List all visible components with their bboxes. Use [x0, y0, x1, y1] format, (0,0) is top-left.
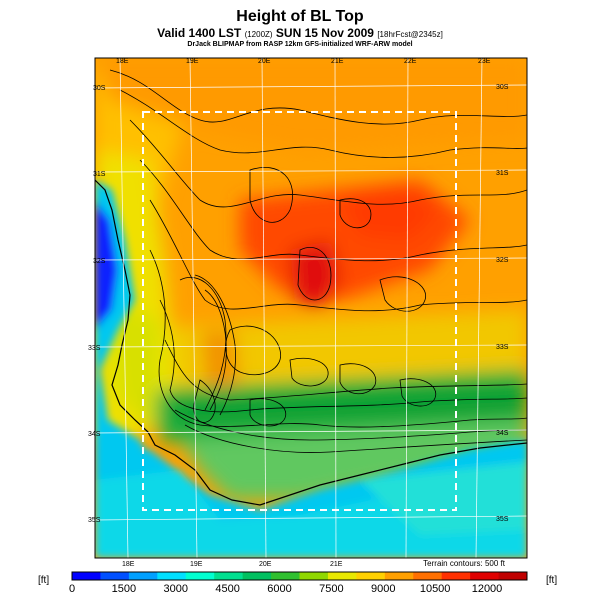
colorbar-tick-label: 9000 — [371, 583, 395, 595]
map-field — [95, 58, 527, 558]
terrain-contour-note: Terrain contours: 500 ft — [423, 559, 505, 568]
lat-label-right: 34S — [496, 430, 509, 437]
colorbar-swatch — [384, 572, 414, 580]
lat-label-left: 32S — [93, 258, 106, 265]
colorbar-swatches — [71, 571, 528, 581]
lat-labels-left: 30S 31S 32S 33S 34S 35S — [88, 85, 106, 524]
colorbar-swatch — [128, 572, 158, 580]
colorbar-swatch — [327, 572, 357, 580]
map-frame — [94, 57, 528, 559]
colorbar-swatch — [72, 572, 101, 580]
lon-label-bottom: 20E — [259, 561, 272, 568]
lon-label-top: 23E — [478, 58, 491, 65]
colorbar-swatch — [413, 572, 443, 580]
lon-label-top: 18E — [116, 58, 129, 65]
subtitle-valid: Valid 1400 LST — [157, 26, 242, 40]
unit-label-left: [ft] — [38, 575, 50, 586]
lat-labels-right: 30S 31S 32S 33S 34S 35S — [496, 84, 509, 523]
terrain-contours — [109, 69, 527, 453]
lat-label-left: 35S — [88, 517, 101, 524]
lat-label-left: 31S — [93, 171, 106, 178]
subtitle-date: SUN 15 Nov 2009 — [275, 26, 374, 40]
subtitle-forecast: [18hrFcst@2345z] — [377, 30, 443, 39]
lon-labels-top: 18E 19E 20E 21E 22E 23E — [116, 58, 491, 65]
colorbar-tick-label: 6000 — [267, 583, 291, 595]
lat-label-left: 30S — [93, 85, 106, 92]
colorbar-tick-label: 12000 — [472, 583, 503, 595]
colorbar-tick-label: 0 — [69, 583, 75, 595]
colorbar-frame — [71, 571, 528, 581]
map-title: Height of BL Top — [236, 8, 364, 25]
inner-domain-box — [142, 111, 457, 511]
colorbar-swatch — [157, 572, 187, 580]
lat-label-right: 30S — [496, 84, 509, 91]
lon-label-bottom: 18E — [122, 561, 135, 568]
lat-label-right: 31S — [496, 170, 509, 177]
lon-label-top: 22E — [404, 58, 417, 65]
colorbar-swatch — [100, 572, 130, 580]
colorbar-tick-label: 4500 — [215, 583, 239, 595]
colorbar-swatch — [214, 572, 244, 580]
lat-label-left: 34S — [88, 431, 101, 438]
lat-label-left: 33S — [88, 345, 101, 352]
colorbar-swatch — [498, 572, 528, 580]
lon-label-top: 19E — [186, 58, 199, 65]
subtitle-utc: (1200Z) — [244, 30, 273, 39]
unit-label-right: [ft] — [546, 575, 558, 586]
colorbar-swatch — [242, 572, 272, 580]
map-subtitle: Valid 1400 LST (1200Z) SUN 15 Nov 2009 [… — [0, 26, 600, 40]
colorbar-swatch — [185, 572, 215, 580]
map-credit: DrJack BLIPMAP from RASP 12km GFS-initia… — [187, 41, 413, 48]
colorbar-tick-label: 7500 — [319, 583, 343, 595]
colorbar-swatch — [271, 572, 300, 580]
colorbar-ticks: 0 1500 3000 4500 6000 7500 9000 10500 12000 — [69, 583, 502, 595]
lon-label-top: 20E — [258, 58, 271, 65]
colorbar-swatch — [441, 572, 471, 580]
colorbar-tick-label: 1500 — [112, 583, 136, 595]
lon-labels-bottom: 18E 19E 20E 21E — [122, 561, 343, 568]
colorbar-tick-label: 3000 — [164, 583, 188, 595]
lon-label-bottom: 21E — [330, 561, 343, 568]
lon-label-bottom: 19E — [190, 561, 203, 568]
lon-label-top: 21E — [331, 58, 344, 65]
colorbar-tick-label: 10500 — [420, 583, 451, 595]
lat-label-right: 35S — [496, 516, 509, 523]
coastline — [95, 179, 527, 506]
colorbar-swatch — [299, 572, 329, 580]
lat-label-right: 33S — [496, 344, 509, 351]
lat-label-right: 32S — [496, 257, 509, 264]
colorbar-swatch — [356, 572, 386, 580]
colorbar-swatch — [470, 572, 500, 580]
